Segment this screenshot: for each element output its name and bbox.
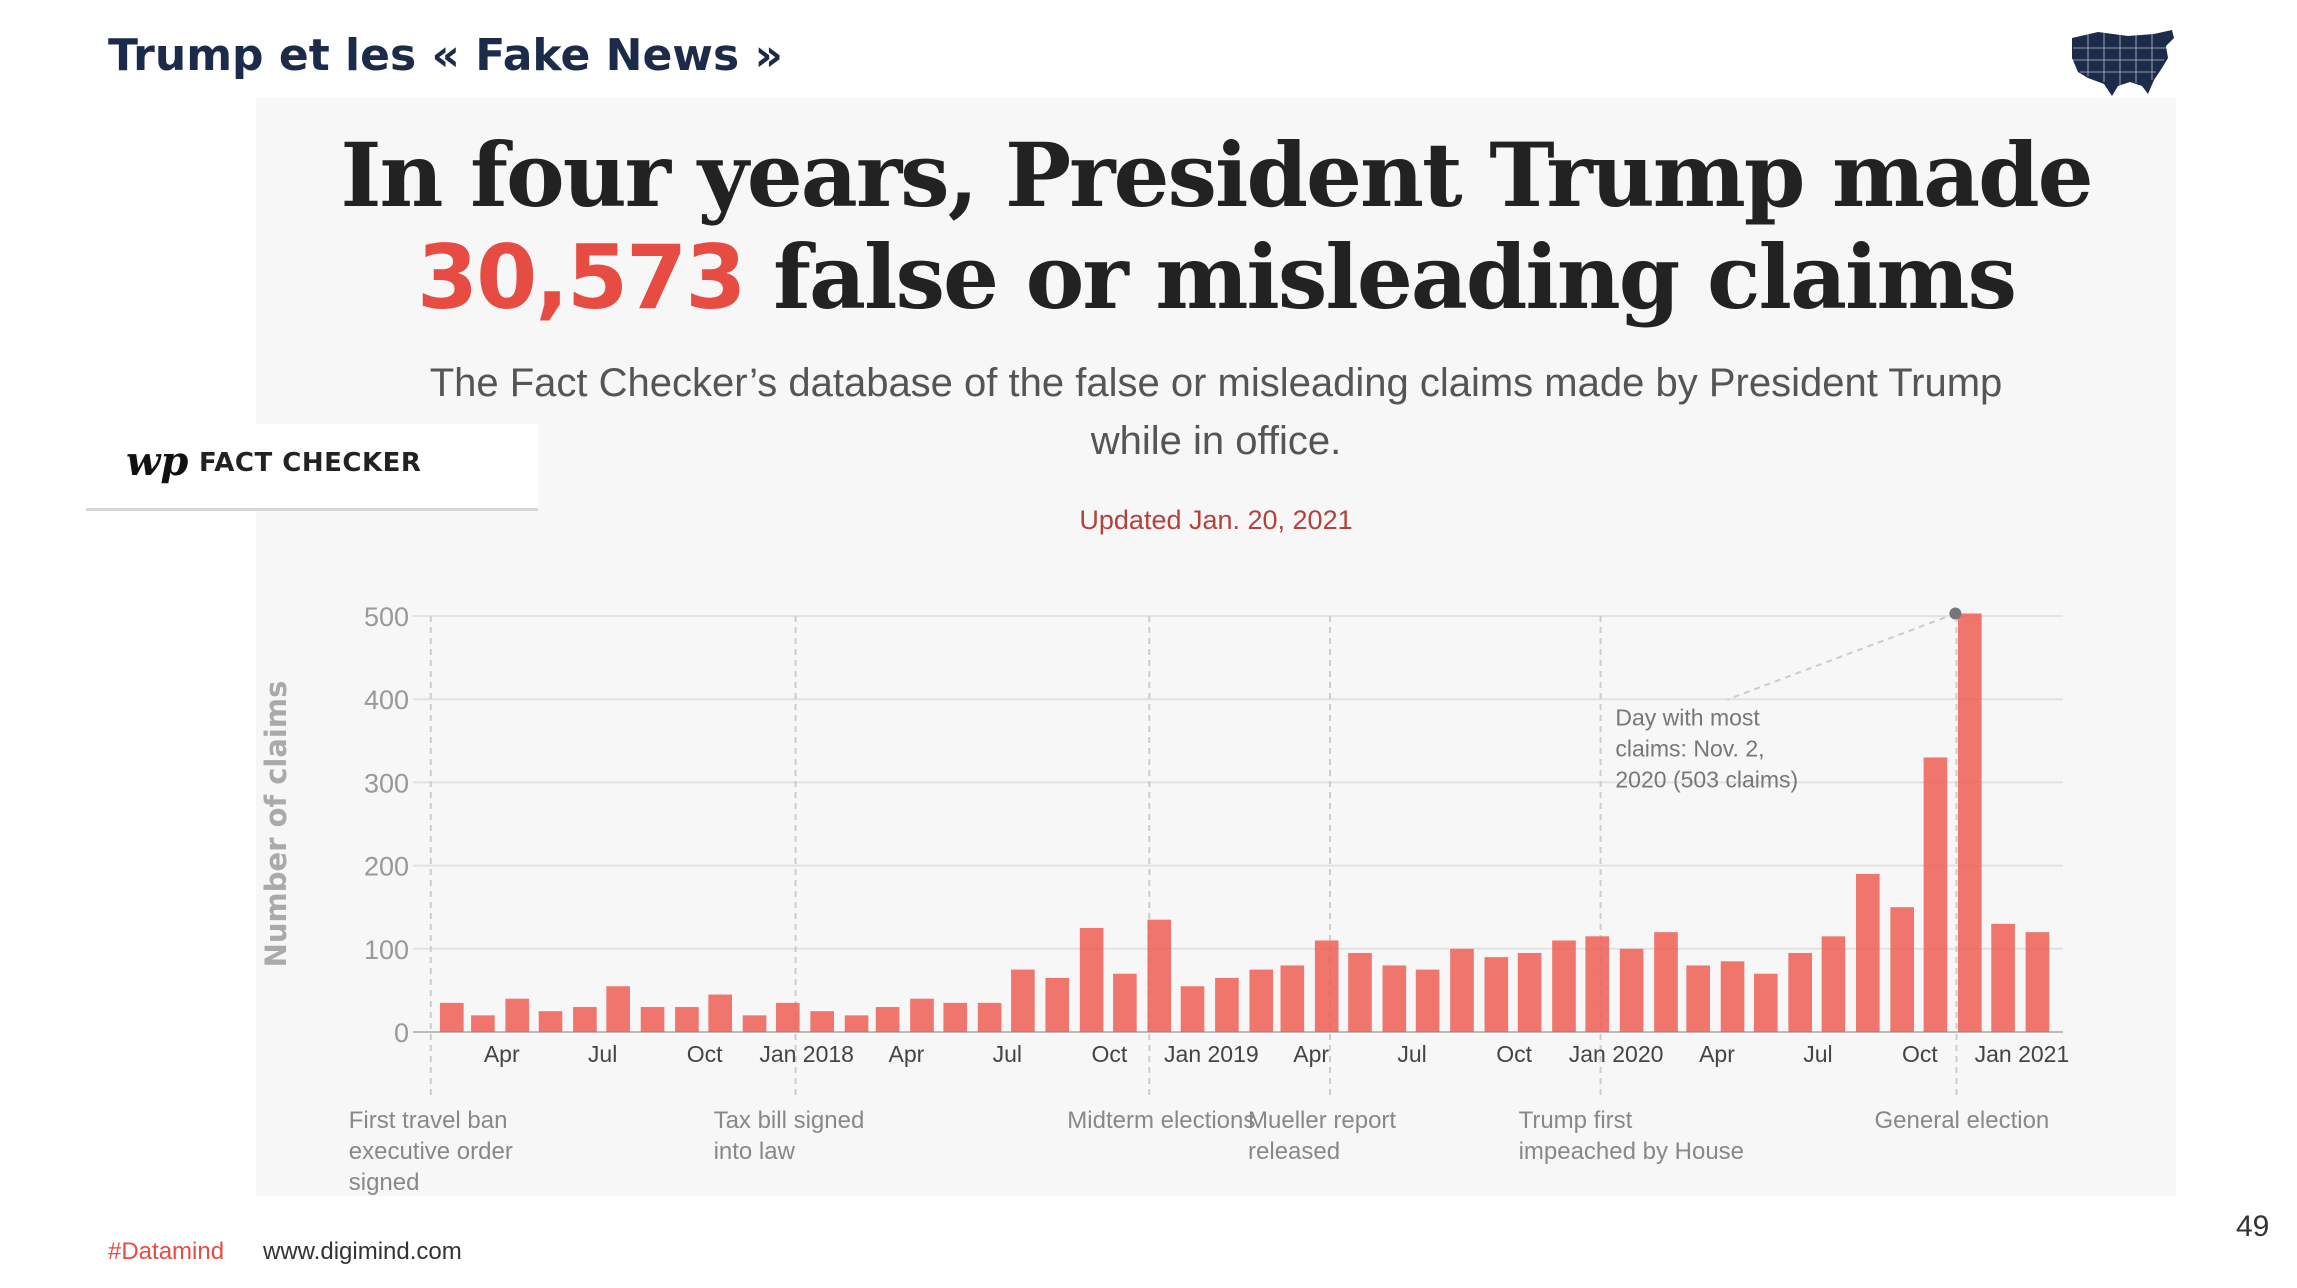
headline-line1: In four years, President Trump made xyxy=(340,123,2093,227)
bar xyxy=(775,1002,800,1032)
y-tick-label: 400 xyxy=(364,685,409,715)
bar xyxy=(1821,936,1846,1032)
y-tick-label: 100 xyxy=(364,935,409,965)
bar xyxy=(471,1015,495,1032)
bar xyxy=(1079,928,1104,1032)
updated-date: Updated Jan. 20, 2021 xyxy=(1079,505,1353,535)
x-tick-label: Oct xyxy=(687,1041,723,1067)
bar xyxy=(1552,940,1576,1032)
x-tick-label: Jan 2018 xyxy=(759,1041,854,1067)
bar xyxy=(440,1002,464,1032)
bar xyxy=(943,1002,968,1032)
x-tick-label: Oct xyxy=(1496,1041,1532,1067)
y-axis-label: Number of claims xyxy=(259,681,293,968)
x-tick-label: Jul xyxy=(588,1041,617,1067)
bar xyxy=(606,986,630,1032)
x-tick-label: Jul xyxy=(1803,1041,1832,1067)
bar xyxy=(505,998,530,1032)
bar xyxy=(1382,965,1407,1032)
bar xyxy=(1720,961,1745,1032)
x-tick-label: Apr xyxy=(889,1041,925,1067)
bar xyxy=(1280,965,1305,1032)
slide-title: Trump et les « Fake News » xyxy=(108,30,783,81)
bar xyxy=(1249,969,1274,1032)
event-label: Mueller report released xyxy=(1248,1107,1396,1165)
bar xyxy=(742,1015,767,1032)
bar xyxy=(708,994,732,1032)
bar xyxy=(1215,977,1239,1032)
x-tick-label: Jul xyxy=(1397,1041,1426,1067)
bar xyxy=(844,1015,869,1032)
x-tick-label: Apr xyxy=(1293,1041,1329,1067)
bar xyxy=(810,1011,834,1032)
footer-hashtag[interactable]: #Datamind xyxy=(108,1238,225,1265)
peak-dot xyxy=(1949,607,1962,620)
fact-checker-label: FACT CHECKER xyxy=(199,448,422,478)
page-number: 49 xyxy=(2236,1210,2270,1243)
headline-rest: false or misleading claims xyxy=(744,225,2017,329)
y-tick-label: 500 xyxy=(364,602,409,632)
bar xyxy=(1991,923,2015,1032)
y-tick-label: 300 xyxy=(364,768,409,798)
bar xyxy=(1923,757,1948,1032)
claims-chart: 0 100 200 300 400 500 Number of claims First tr… xyxy=(259,602,2070,1196)
bar xyxy=(640,1007,665,1032)
bar xyxy=(1484,957,1509,1032)
x-tick-label: Apr xyxy=(484,1041,520,1067)
peak-leader-line xyxy=(1727,612,1956,701)
bar xyxy=(1180,986,1205,1032)
bar xyxy=(1654,932,1678,1032)
x-tick-label: Jul xyxy=(993,1041,1022,1067)
y-tick-label: 200 xyxy=(364,852,409,882)
bar xyxy=(2025,932,2050,1032)
x-tick-label: Jan 2019 xyxy=(1164,1041,1259,1067)
x-tick-label: Apr xyxy=(1699,1041,1735,1067)
bar xyxy=(1450,948,1474,1032)
bar xyxy=(1890,907,1914,1032)
event-label: Trump first impeached by House xyxy=(1519,1107,1744,1165)
graphic-subtitle: The Fact Checker’s database of the false… xyxy=(429,361,2003,463)
x-tick-label: Jan 2021 xyxy=(1975,1041,2070,1067)
bar xyxy=(675,1007,699,1032)
bar xyxy=(538,1011,563,1032)
bar xyxy=(1585,936,1610,1032)
event-label: General election xyxy=(1875,1107,2050,1134)
x-tick-label: Jan 2020 xyxy=(1569,1041,1664,1067)
fact-checker-badge: wp FACT CHECKER xyxy=(86,424,538,511)
peak-annotation: Day with most claims: Nov. 2, 2020 (503 cl… xyxy=(1615,705,1798,793)
bar xyxy=(573,1007,597,1032)
bar xyxy=(1314,940,1339,1032)
bar xyxy=(1619,948,1644,1032)
x-tick-label: Oct xyxy=(1091,1041,1127,1067)
usa-map-icon xyxy=(2072,30,2174,96)
bar xyxy=(1686,965,1710,1032)
bar xyxy=(1113,973,1137,1032)
bar xyxy=(1753,973,1778,1032)
x-tick-label: Oct xyxy=(1902,1041,1938,1067)
bar xyxy=(1011,969,1035,1032)
bar xyxy=(1348,952,1372,1032)
y-tick-label: 0 xyxy=(394,1018,409,1048)
wp-logo: wp xyxy=(126,438,189,485)
bar xyxy=(1147,919,1172,1032)
event-label: Midterm elections xyxy=(1067,1107,1255,1134)
bar xyxy=(977,1002,1002,1032)
bar xyxy=(1045,977,1070,1032)
footer-url[interactable]: www.digimind.com xyxy=(263,1238,462,1265)
graphic-headline: In four years, President Trump made 30,5… xyxy=(256,124,2176,329)
event-label: First travel ban executive order signed xyxy=(349,1107,513,1196)
bar xyxy=(875,1007,900,1032)
bar xyxy=(1855,873,1880,1032)
bar xyxy=(1788,952,1812,1032)
bar xyxy=(1517,952,1542,1032)
bar xyxy=(1415,969,1440,1032)
event-label: Tax bill signed into law xyxy=(714,1107,865,1165)
headline-number: 30,573 xyxy=(416,226,747,329)
bar xyxy=(910,998,934,1032)
bar xyxy=(1958,613,1982,1032)
